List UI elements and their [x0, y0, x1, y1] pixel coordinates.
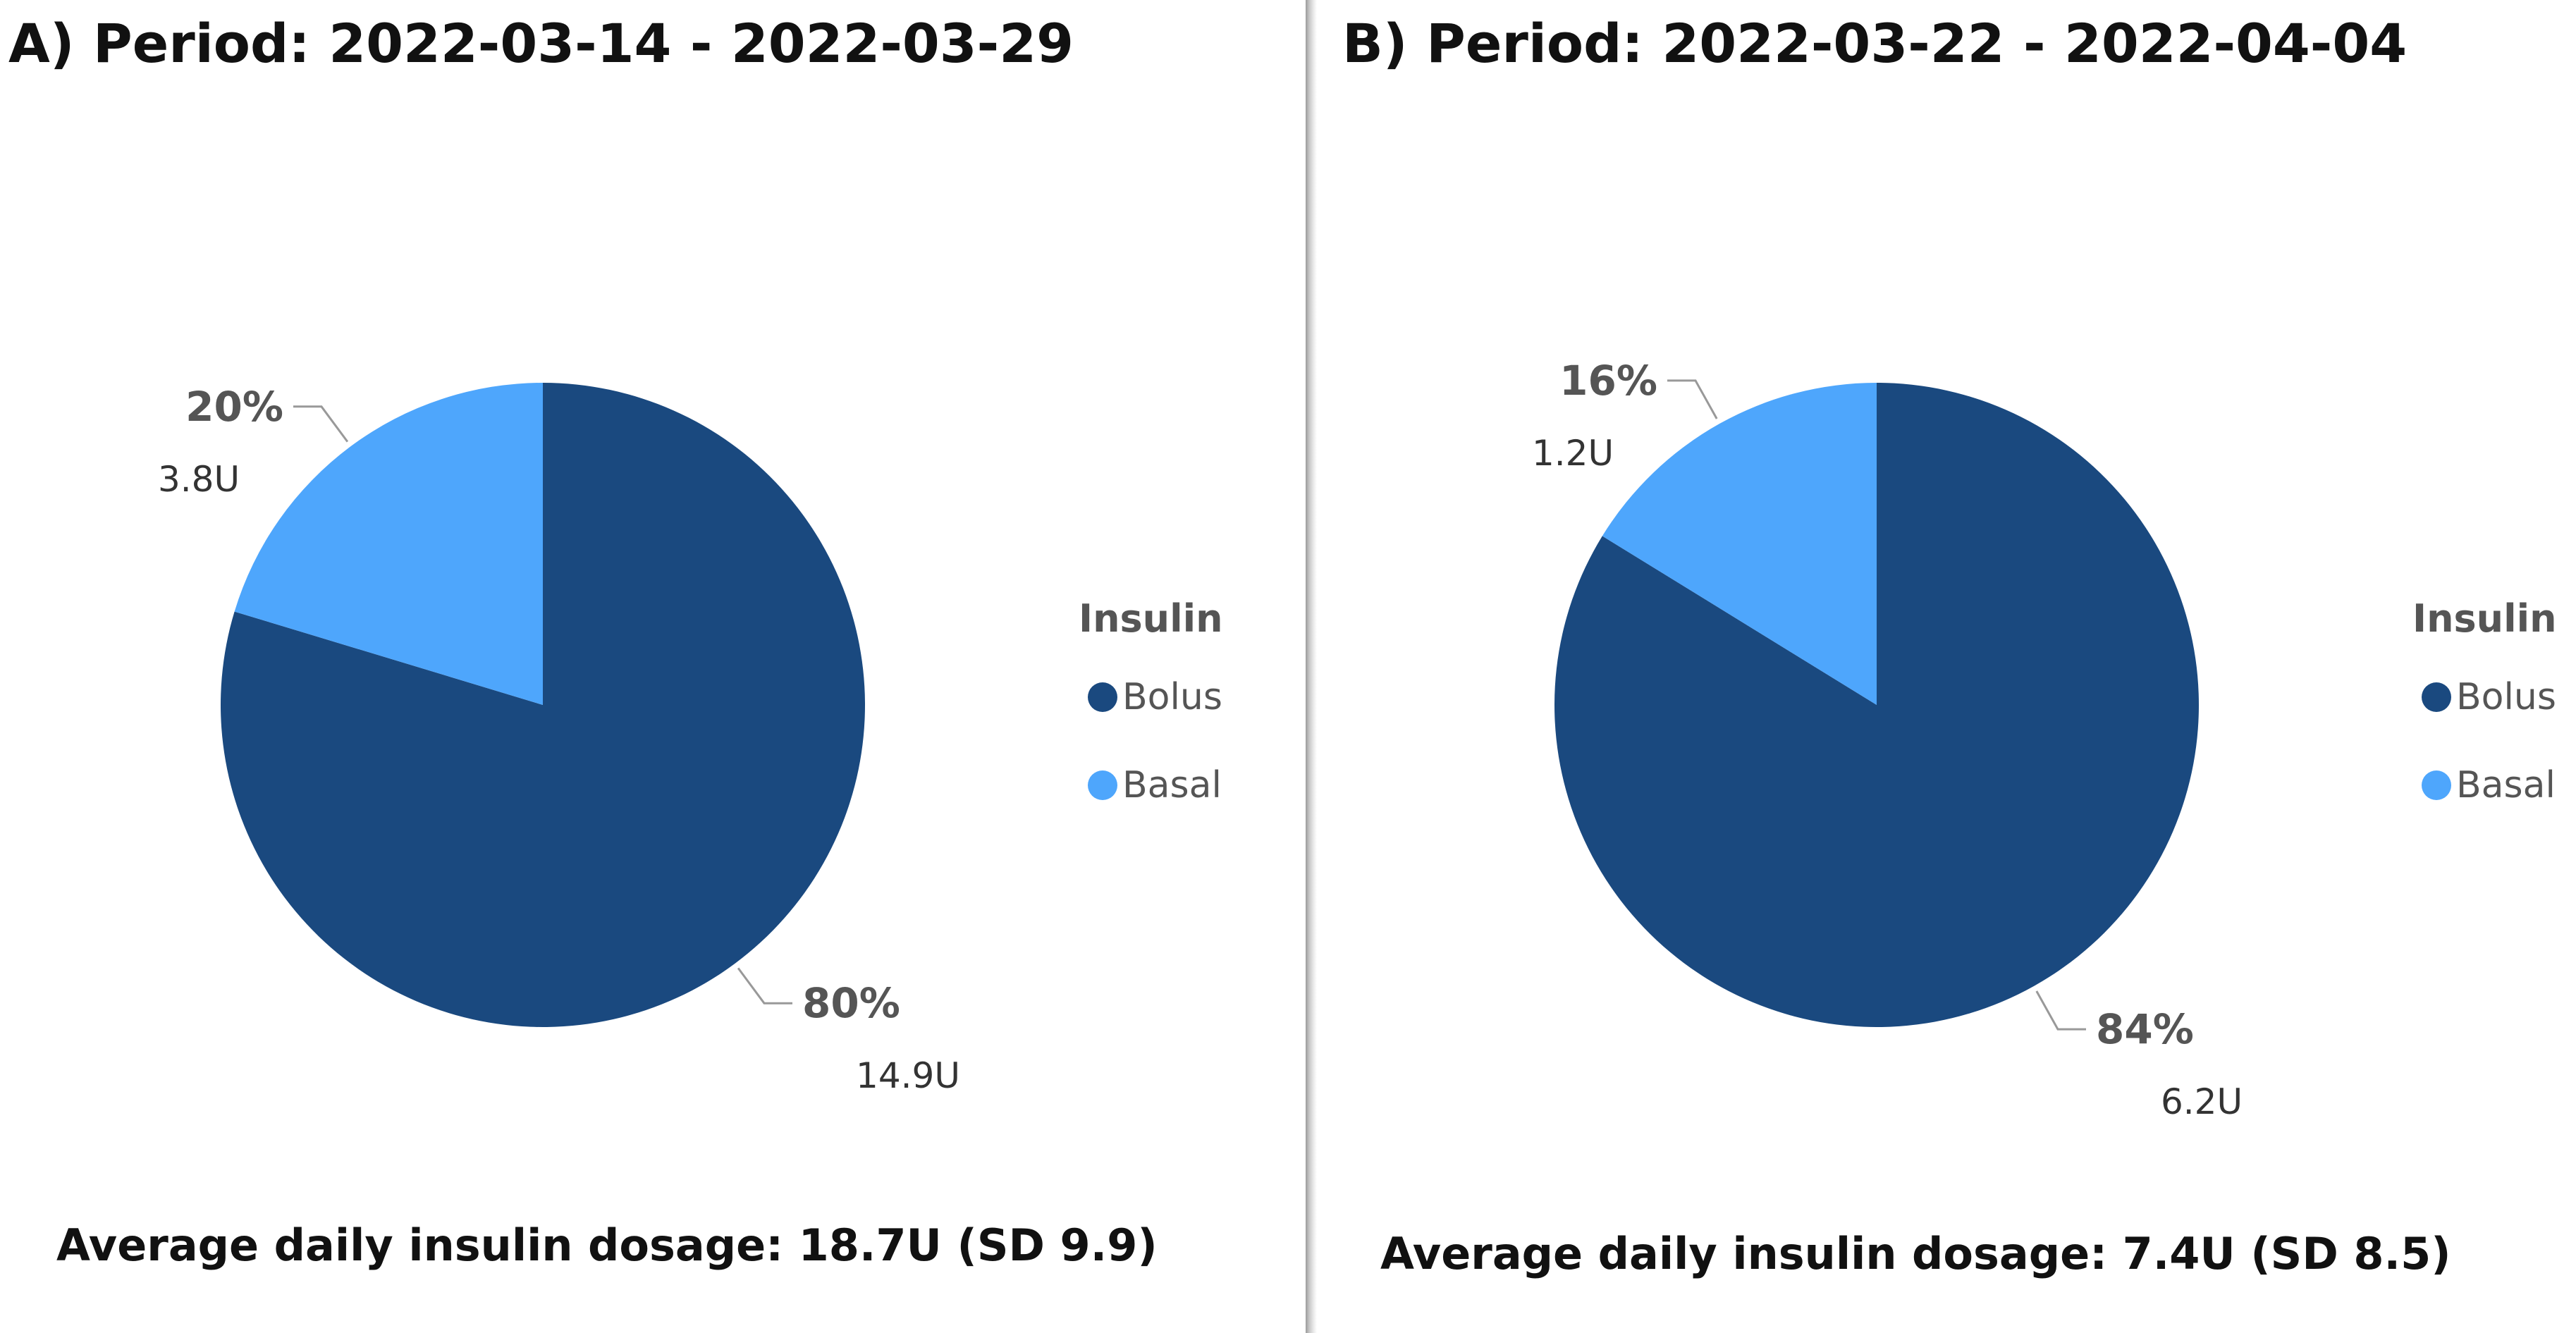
value-label-basal: 1.2U: [1532, 433, 1614, 474]
legend-label-bolus: Bolus: [2456, 676, 2556, 718]
percent-label-bolus: 84%: [2096, 1005, 2194, 1053]
legend: Insulin Bolus Basal: [1079, 596, 1223, 806]
leader-line-basal: [1667, 379, 1718, 419]
value-label-basal: 3.8U: [158, 459, 240, 500]
legend-title: Insulin: [1079, 596, 1223, 641]
pie-slices: [221, 383, 866, 1027]
pie-slice-basal: [234, 383, 543, 705]
pie-slice-bolus: [1554, 383, 2199, 1027]
legend-label-basal: Basal: [1122, 764, 1222, 806]
pie-slices: [1554, 383, 2199, 1027]
chart-title: B) Period: 2022-03-22 - 2022-04-04: [1342, 12, 2407, 75]
legend-swatch-basal: [1088, 770, 1117, 800]
percent-label-bolus: 80%: [802, 979, 900, 1027]
pie-slice-bolus: [221, 383, 866, 1027]
value-label-bolus: 14.9U: [856, 1055, 960, 1096]
legend-swatch-basal: [2422, 770, 2451, 800]
legend-swatch-bolus: [2422, 682, 2451, 712]
legend-title: Insulin: [2412, 596, 2557, 641]
panel-a: A) Period: 2022-03-14 - 2022-03-29 80% 14…: [8, 12, 1223, 1271]
slice-labels: 80% 14.9U 20% 3.8U: [158, 383, 960, 1096]
footer-note: Average daily insulin dosage: 7.4U (SD 8…: [1380, 1228, 2451, 1279]
leader-line-bolus: [737, 967, 792, 1005]
legend-label-basal: Basal: [2456, 764, 2556, 806]
legend-label-bolus: Bolus: [1122, 676, 1222, 718]
footer-note: Average daily insulin dosage: 18.7U (SD …: [56, 1220, 1158, 1271]
panel-b: B) Period: 2022-03-22 - 2022-04-04 84% 6.…: [1342, 12, 2557, 1279]
legend-swatch-bolus: [1088, 682, 1117, 712]
value-label-bolus: 6.2U: [2161, 1081, 2243, 1122]
slice-labels: 84% 6.2U 16% 1.2U: [1532, 357, 2243, 1122]
panel-divider: [1306, 0, 1317, 1333]
pie-slice-basal: [1602, 383, 1877, 705]
chart-title: A) Period: 2022-03-14 - 2022-03-29: [8, 12, 1074, 75]
percent-label-basal: 16%: [1559, 357, 1657, 405]
percent-label-basal: 20%: [185, 383, 283, 431]
legend: Insulin Bolus Basal: [2412, 596, 2557, 806]
leader-line-basal: [293, 405, 349, 443]
leader-line-bolus: [2035, 990, 2086, 1031]
